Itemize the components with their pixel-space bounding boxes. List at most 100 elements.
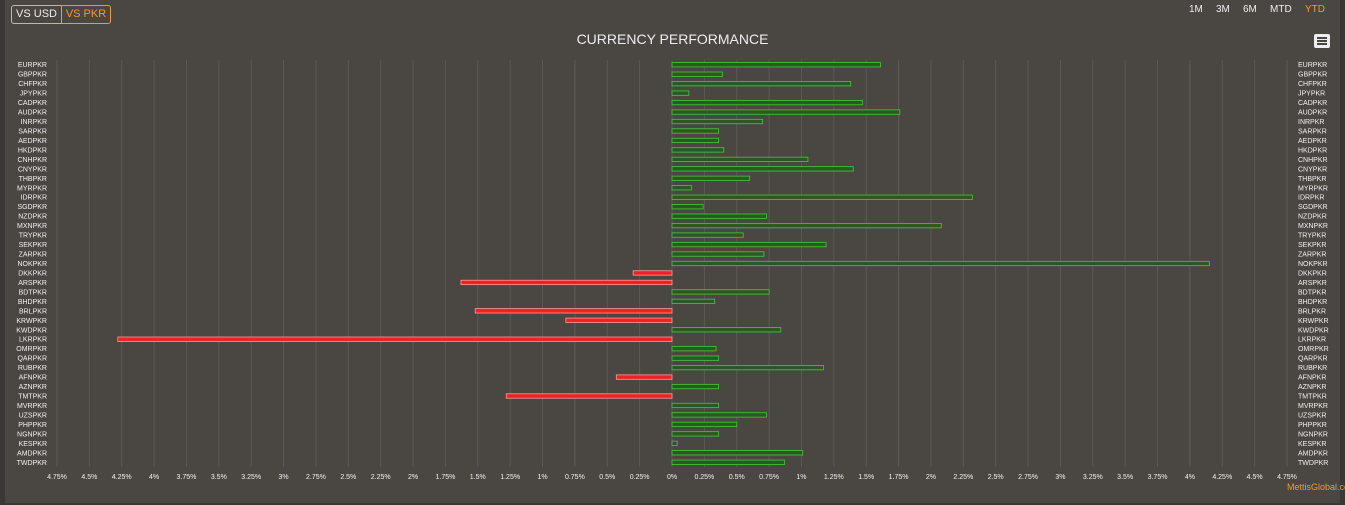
bar bbox=[671, 194, 973, 200]
category-label-right: KWDPKR bbox=[1298, 327, 1329, 334]
category-label-right: NGNPKR bbox=[1298, 431, 1328, 438]
bar bbox=[671, 298, 716, 304]
bar bbox=[474, 308, 673, 314]
x-tick-label: 4.5% bbox=[1247, 474, 1263, 481]
bar bbox=[671, 223, 942, 229]
bar bbox=[671, 355, 720, 361]
bar bbox=[671, 365, 824, 371]
bar bbox=[671, 459, 786, 465]
vs-pkr-button[interactable]: VS PKR bbox=[61, 5, 111, 24]
category-label-right: KESPKR bbox=[1298, 441, 1326, 448]
category-label-left: OMRPKR bbox=[16, 346, 47, 353]
bar bbox=[671, 99, 863, 106]
category-label-right: SGDPKR bbox=[1298, 204, 1328, 211]
credit-link[interactable]: MettisGlobal.com bbox=[1287, 482, 1345, 492]
category-label-right: CADPKR bbox=[1298, 100, 1327, 107]
bar bbox=[671, 241, 827, 248]
category-label-left: NGNPKR bbox=[17, 431, 47, 438]
bar bbox=[671, 204, 704, 210]
category-label-right: OMRPKR bbox=[1298, 346, 1329, 353]
category-label-left: INRPKR bbox=[21, 119, 47, 126]
category-label-right: RUBPKR bbox=[1298, 365, 1327, 372]
category-label-left: KRWPKR bbox=[16, 318, 47, 325]
category-label-left: CHFPKR bbox=[18, 81, 47, 88]
category-label-left: SEKPKR bbox=[19, 242, 47, 249]
category-label-left: TWDPKR bbox=[17, 460, 47, 467]
bar bbox=[671, 175, 751, 181]
x-tick-label: 3.25% bbox=[241, 474, 261, 481]
x-tick-label: 1% bbox=[796, 474, 806, 481]
x-tick-label: 4% bbox=[1185, 474, 1195, 481]
category-label-right: AMDPKR bbox=[1298, 450, 1328, 457]
bar bbox=[671, 450, 804, 456]
category-label-right: JPYPKR bbox=[1298, 91, 1325, 98]
range-3m-button[interactable]: 3M bbox=[1216, 4, 1230, 15]
category-label-left: BRLPKR bbox=[19, 308, 47, 315]
category-label-left: MVRPKR bbox=[17, 403, 47, 410]
range-ytd-button[interactable]: YTD bbox=[1305, 4, 1325, 15]
bar bbox=[117, 336, 673, 342]
category-label-right: BRLPKR bbox=[1298, 308, 1326, 315]
bar bbox=[671, 109, 901, 115]
bar bbox=[671, 81, 852, 87]
x-tick-label: 0.75% bbox=[759, 474, 779, 481]
category-label-right: CNYPKR bbox=[1298, 166, 1327, 173]
category-label-right: AUDPKR bbox=[1298, 110, 1327, 117]
x-tick-label: 1.5% bbox=[858, 474, 874, 481]
bar bbox=[671, 128, 720, 134]
x-tick-label: 4% bbox=[149, 474, 159, 481]
x-tick-label: 2% bbox=[926, 474, 936, 481]
category-label-right: SEKPKR bbox=[1298, 242, 1326, 249]
category-label-left: KWDPKR bbox=[16, 327, 47, 334]
category-label-right: MXNPKR bbox=[1298, 223, 1328, 230]
x-tick-label: 3.5% bbox=[211, 474, 227, 481]
bar bbox=[671, 156, 809, 162]
category-label-left: PHPPKR bbox=[18, 422, 47, 429]
category-label-left: ARSPKR bbox=[18, 280, 47, 287]
chart-title: CURRENCY PERFORMANCE bbox=[576, 31, 769, 47]
category-label-left: BDTPKR bbox=[19, 289, 47, 296]
bar bbox=[671, 147, 725, 153]
category-label-right: UZSPKR bbox=[1298, 412, 1326, 419]
category-label-right: ARSPKR bbox=[1298, 280, 1327, 287]
bar bbox=[671, 62, 881, 68]
x-tick-label: 3.25% bbox=[1083, 474, 1103, 481]
range-mtd-button[interactable]: MTD bbox=[1270, 4, 1292, 15]
bar bbox=[671, 137, 720, 144]
x-tick-label: 1.5% bbox=[470, 474, 486, 481]
x-tick-label: 4.75% bbox=[1277, 474, 1297, 481]
category-label-right: PHPPKR bbox=[1298, 422, 1327, 429]
range-6m-button[interactable]: 6M bbox=[1243, 4, 1257, 15]
bar bbox=[671, 402, 720, 409]
category-label-left: HKDPKR bbox=[18, 147, 47, 154]
x-tick-label: 0.25% bbox=[694, 474, 714, 481]
range-1m-button[interactable]: 1M bbox=[1189, 4, 1203, 15]
category-label-left: DKKPKR bbox=[18, 270, 47, 277]
x-tick-label: 4.25% bbox=[1212, 474, 1232, 481]
category-label-left: AFNPKR bbox=[19, 375, 47, 382]
bar bbox=[671, 412, 767, 418]
category-label-right: AEDPKR bbox=[1298, 138, 1327, 145]
category-label-left: RUBPKR bbox=[18, 365, 47, 372]
category-label-left: AZNPKR bbox=[19, 384, 47, 391]
x-tick-label: 0.5% bbox=[729, 474, 745, 481]
category-label-right: CNHPKR bbox=[1298, 157, 1328, 164]
x-tick-label: 2.25% bbox=[371, 474, 391, 481]
bar bbox=[565, 317, 673, 323]
bar bbox=[671, 166, 854, 172]
category-label-left: MXNPKR bbox=[17, 223, 47, 230]
bar bbox=[671, 421, 738, 428]
bar bbox=[671, 251, 765, 257]
x-tick-label: 1.75% bbox=[889, 474, 909, 481]
category-label-right: INRPKR bbox=[1298, 119, 1324, 126]
x-tick-label: 0% bbox=[667, 474, 677, 481]
category-label-left: CNYPKR bbox=[18, 166, 47, 173]
bar bbox=[505, 393, 673, 399]
category-label-right: DKKPKR bbox=[1298, 270, 1327, 277]
category-label-right: SARPKR bbox=[1298, 128, 1327, 135]
x-tick-label: 4.5% bbox=[81, 474, 97, 481]
hamburger-menu-icon[interactable] bbox=[1314, 34, 1330, 48]
category-label-left: BHDPKR bbox=[18, 299, 47, 306]
category-label-left: EURPKR bbox=[18, 62, 47, 69]
category-label-left: CNHPKR bbox=[17, 157, 47, 164]
